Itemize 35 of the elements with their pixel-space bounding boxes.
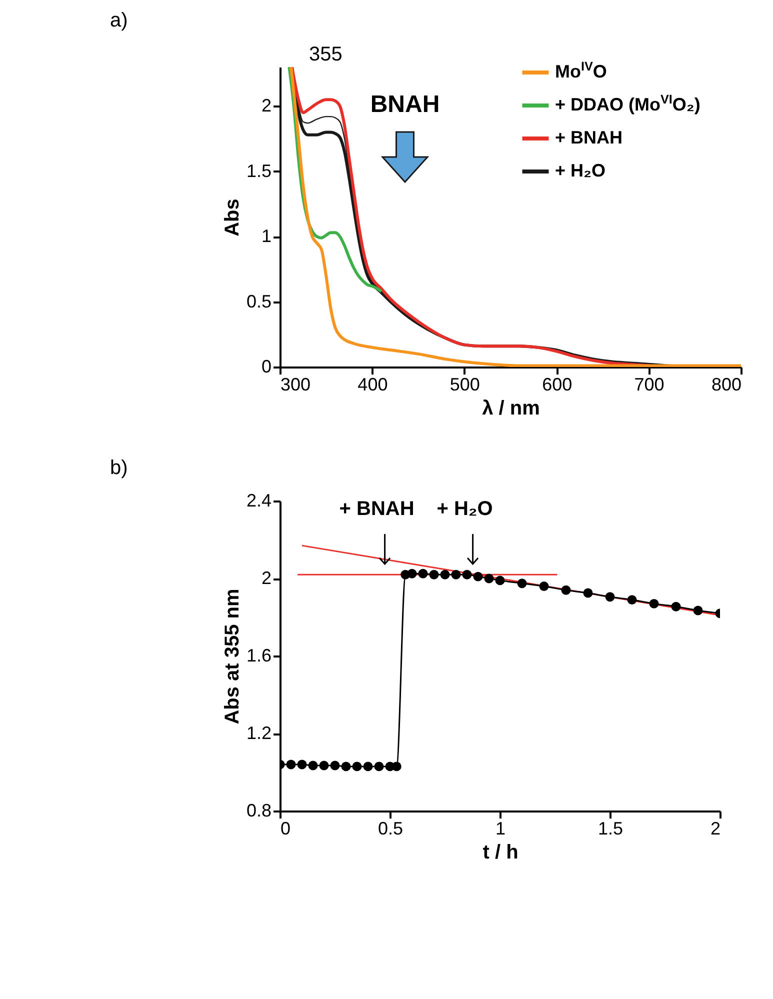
y-tick-label: 1 xyxy=(261,226,272,246)
x-tick-label: 0.5 xyxy=(378,818,404,838)
x-tick-label: 700 xyxy=(634,374,664,394)
y-tick-label: 0.8 xyxy=(246,800,272,820)
text: b) xyxy=(110,457,128,479)
legend-label: Mo$^{IV}$O xyxy=(555,60,607,82)
x-tick-label: 1 xyxy=(495,818,506,838)
legend-label: + H₂O xyxy=(555,160,606,180)
x-tick-label: 0 xyxy=(280,818,291,838)
y-tick-label: 1.2 xyxy=(246,723,272,743)
annotation: BNAH xyxy=(370,91,440,118)
x-tick-label: 800 xyxy=(711,374,742,394)
y-tick-label: 2 xyxy=(261,568,272,588)
x-axis-title: t / h xyxy=(482,842,518,864)
y-tick-label: 0 xyxy=(261,356,272,376)
x-tick-label: 400 xyxy=(358,374,388,394)
text: a) xyxy=(110,10,128,32)
y-tick-label: 1.5 xyxy=(246,160,272,181)
annotation: + H₂O xyxy=(436,498,493,520)
legend-label: + BNAH xyxy=(555,128,623,148)
y-axis-title: Abs xyxy=(221,198,244,236)
legend-label: + DDAO (Mo$^{VI}$O₂) xyxy=(555,92,700,114)
y-axis-title: Abs at 355 nm xyxy=(221,588,244,724)
annotation: 355 xyxy=(309,44,342,66)
x-tick-label: 500 xyxy=(450,374,480,394)
y-tick-label: 2.4 xyxy=(246,490,272,510)
y-tick-label: 1.6 xyxy=(246,646,272,666)
x-axis-title: λ / nm xyxy=(482,398,540,420)
x-tick-label: 2 xyxy=(710,818,720,838)
annotation: + BNAH xyxy=(339,498,414,520)
y-tick-label: 0.5 xyxy=(246,291,272,312)
x-tick-label: 600 xyxy=(542,374,572,394)
x-tick-label: 300 xyxy=(280,374,311,394)
y-tick-label: 2 xyxy=(261,96,272,116)
x-tick-label: 1.5 xyxy=(598,818,624,838)
